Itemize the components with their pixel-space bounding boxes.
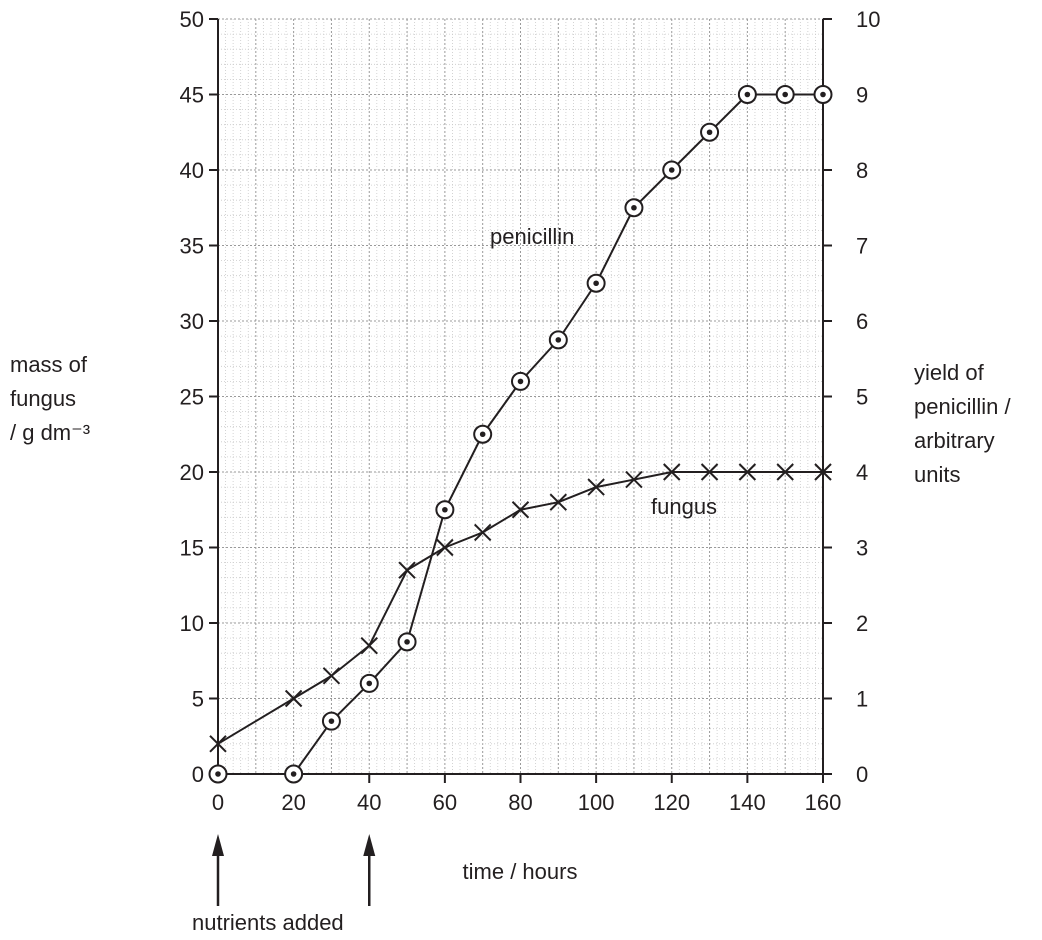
penicillin-point (548, 330, 568, 350)
fungus-point (436, 538, 454, 557)
fungus-point (398, 561, 416, 579)
x-tick-label: 80 (508, 790, 532, 815)
y-left-axis-title-line: fungus (10, 386, 76, 411)
y-right-tick-label: 10 (856, 7, 880, 32)
penicillin-point (359, 673, 379, 693)
y-left-tick-label: 0 (192, 762, 204, 787)
y-right-tick-label: 6 (856, 309, 868, 334)
x-tick-label: 160 (805, 790, 842, 815)
penicillin-point (284, 764, 304, 784)
penicillin-point (208, 764, 228, 784)
x-tick-label: 20 (281, 790, 305, 815)
nutrients-arrow (212, 834, 224, 906)
fungus-point (625, 470, 643, 489)
y-right-tick-label: 1 (856, 687, 868, 712)
fungus-point (587, 478, 605, 496)
y-left-tick-label: 35 (180, 234, 204, 259)
y-left-tick-label: 10 (180, 611, 204, 636)
y-left-axis-title-line: mass of (10, 352, 88, 377)
chart-series (208, 85, 833, 784)
chart-ticks: 0 20 40 60 80 100 120 140 1600510152025303540455… (180, 7, 881, 815)
y-right-axis-title-line: penicillin / (914, 394, 1011, 419)
fungus-point (663, 463, 681, 481)
y-left-tick-label: 25 (180, 385, 204, 410)
y-right-tick-label: 5 (856, 385, 868, 410)
penicillin-point (397, 632, 417, 652)
penicillin-point (586, 273, 606, 293)
x-tick-label: 40 (357, 790, 381, 815)
penicillin-point (321, 711, 341, 731)
penicillin-point (435, 500, 455, 520)
nutrients-arrow (363, 834, 376, 906)
x-tick-label: 60 (433, 790, 457, 815)
penicillin-point (662, 160, 682, 180)
penicillin-point (511, 371, 530, 391)
y-right-axis-title-line: yield of (914, 360, 985, 385)
x-tick-label: 0 (212, 790, 224, 815)
penicillin-point (473, 424, 493, 444)
y-left-tick-label: 30 (180, 309, 204, 334)
nutrients-added-label: nutrients added (192, 910, 344, 935)
y-left-tick-label: 45 (180, 83, 204, 108)
x-tick-label: 120 (653, 790, 690, 815)
penicillin-point (624, 198, 644, 218)
y-left-tick-label: 20 (180, 460, 204, 485)
fungus-point (284, 689, 303, 708)
fungus-point (549, 493, 568, 511)
x-tick-label: 140 (729, 790, 766, 815)
fungus-series-label: fungus (651, 494, 717, 519)
fungus-point (511, 501, 530, 519)
y-right-tick-label: 9 (856, 83, 868, 108)
y-left-tick-label: 40 (180, 158, 204, 183)
y-right-tick-label: 2 (856, 611, 868, 636)
y-right-tick-label: 4 (856, 460, 868, 485)
y-left-tick-label: 15 (180, 536, 204, 561)
y-right-axis-title-line: arbitrary (914, 428, 995, 453)
penicillin-series-label: penicillin (490, 224, 574, 249)
y-right-axis-title-line: units (914, 462, 960, 487)
fungus-point (322, 667, 341, 685)
chart-grid (217, 18, 824, 775)
y-right-tick-label: 3 (856, 536, 868, 561)
fungus-point (473, 523, 492, 542)
fungus-point (776, 463, 794, 481)
x-tick-label: 100 (578, 790, 615, 815)
fungus-point (209, 735, 227, 753)
fungus-point (360, 636, 378, 655)
y-left-tick-label: 50 (180, 7, 204, 32)
fungus-point (738, 463, 757, 481)
y-left-axis-title-line: / g dm⁻³ (10, 420, 90, 445)
y-right-tick-label: 0 (856, 762, 868, 787)
y-right-tick-label: 8 (856, 158, 868, 183)
penicillin-line (218, 93, 823, 775)
y-right-tick-label: 7 (856, 234, 868, 259)
chart-labels: penicillin fungus mass of fungus / g dm⁻³ yie… (10, 224, 1011, 935)
y-left-tick-label: 5 (192, 687, 204, 712)
fungus-point (814, 463, 832, 481)
fungus-point (700, 463, 719, 481)
penicillin-point (700, 122, 720, 142)
fungus-line (217, 471, 823, 745)
penicillin-point (737, 85, 757, 104)
x-axis-title: time / hours (463, 859, 578, 884)
penicillin-point (775, 85, 795, 104)
penicillin-point (813, 85, 833, 104)
